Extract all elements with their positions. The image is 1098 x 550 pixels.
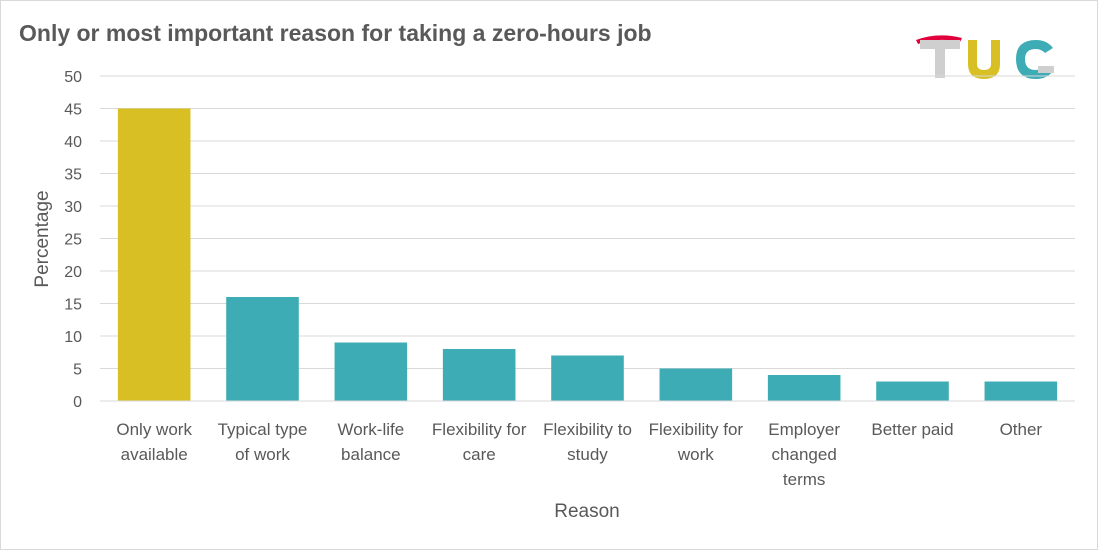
x-category-label: Work-life balance — [337, 420, 404, 464]
y-tick-label: 35 — [64, 167, 82, 184]
y-tick-label: 25 — [64, 232, 82, 249]
x-category-label: Better paid — [871, 420, 953, 439]
y-tick-label: 40 — [64, 134, 82, 151]
x-category-label: Typical type of work — [218, 420, 308, 464]
bar — [334, 342, 408, 401]
tuc-logo — [914, 30, 1064, 87]
y-tick-label: 20 — [64, 264, 82, 281]
x-category-label: Flexibility for care — [432, 420, 527, 464]
y-axis-title: Percentage — [32, 190, 53, 287]
chart-title: Only or most important reason for taking… — [19, 20, 652, 46]
bar — [551, 355, 624, 401]
x-category-label: Flexibility for work — [649, 420, 744, 464]
y-tick-label: 50 — [64, 69, 82, 86]
bars — [117, 108, 1058, 401]
tuc-logo-icon — [916, 35, 1054, 79]
y-tick-label: 5 — [73, 362, 82, 379]
y-tick-label: 0 — [73, 394, 82, 411]
bar — [767, 375, 841, 401]
y-tick-label: 30 — [64, 199, 82, 216]
x-category-label: Employer changed terms — [768, 420, 840, 489]
bar — [876, 381, 949, 401]
x-axis-title: Reason — [554, 501, 620, 522]
y-tick-labels: 0 5 10 15 20 25 30 35 40 45 50 — [64, 69, 82, 411]
bar — [226, 297, 299, 401]
x-category-label: Only work available — [116, 420, 192, 464]
y-tick-label: 15 — [64, 297, 82, 314]
bar — [442, 349, 516, 401]
x-category-labels: Only work available Typical type of work Wor… — [116, 420, 1042, 489]
y-tick-label: 10 — [64, 329, 82, 346]
x-category-label: Other — [1000, 420, 1043, 439]
x-category-label: Flexibility to study — [543, 420, 632, 464]
bar — [117, 108, 191, 401]
bar — [984, 381, 1058, 401]
y-tick-label: 45 — [64, 102, 82, 119]
bar — [659, 368, 733, 401]
